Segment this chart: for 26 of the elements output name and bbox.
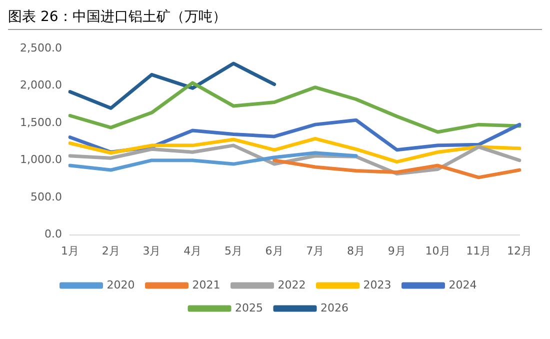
x-tick-label: 6月	[265, 244, 284, 258]
x-tick-label: 10月	[425, 244, 450, 258]
legend-label: 2024	[448, 278, 477, 292]
y-tick-label: 1,500.0	[20, 116, 62, 129]
legend-label: 2023	[363, 278, 392, 292]
x-tick-label: 2月	[102, 244, 120, 258]
x-tick-label: 1月	[60, 244, 79, 258]
x-tick-label: 7月	[306, 244, 324, 258]
x-tick-label: 5月	[224, 244, 242, 258]
chart-title: 图表 26：中国进口铝土矿（万吨）	[8, 8, 542, 30]
x-tick-label: 3月	[142, 244, 161, 258]
y-tick-label: 1,000.0	[20, 153, 62, 166]
x-tick-label: 12月	[507, 244, 532, 258]
y-tick-label: 0.0	[44, 228, 62, 241]
legend-label: 2020	[106, 278, 135, 292]
x-tick-label: 9月	[388, 244, 406, 258]
legend-label: 2025	[235, 301, 264, 314]
x-tick-label: 4月	[184, 244, 202, 258]
y-tick-label: 2,000.0	[20, 78, 62, 92]
legend-label: 2026	[320, 301, 348, 314]
y-tick-label: 2,500.0	[20, 41, 62, 54]
x-tick-label: 11月	[466, 244, 492, 258]
y-tick-label: 500.0	[30, 190, 62, 204]
legend-label: 2021	[192, 278, 220, 292]
legend-label: 2022	[278, 278, 306, 292]
x-tick-label: 8月	[347, 244, 366, 258]
